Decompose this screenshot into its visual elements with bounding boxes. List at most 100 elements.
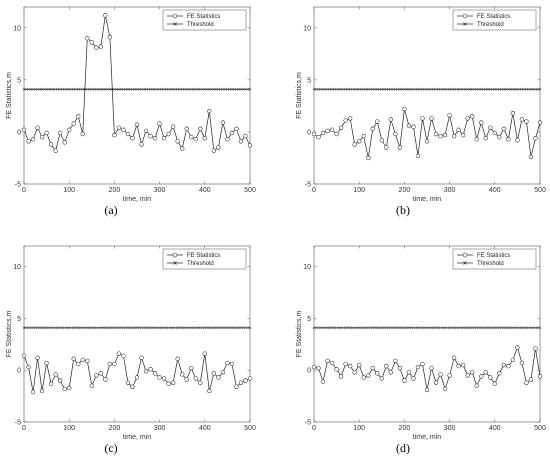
threshold-marker [126,87,130,91]
legend-label-threshold: Threshold [187,261,214,267]
fe-statistics-point [384,363,389,369]
fe-statistics-point [180,146,185,151]
threshold-marker [534,87,537,91]
fe-statistics-point [225,137,230,142]
threshold-marker [330,326,334,330]
threshold-marker [341,87,345,91]
threshold-marker [81,326,85,330]
fe-statistics-point [157,121,162,126]
fe-statistics-point [361,133,366,139]
threshold-marker [38,326,42,330]
fe-statistics-point [39,134,45,140]
y-tick-label: 10 [303,264,311,271]
threshold-marker [371,87,375,91]
threshold-marker [479,326,483,330]
threshold-marker [518,326,522,330]
threshold-marker [509,87,513,91]
threshold-marker [450,326,454,330]
threshold-marker [362,87,366,91]
fe-statistics-point [515,138,520,143]
threshold-marker [167,87,171,91]
threshold-marker [375,87,379,91]
threshold-marker [94,87,98,91]
threshold-marker [22,326,26,330]
threshold-marker [194,326,198,330]
threshold-marker [212,87,216,91]
fe-statistics-point [247,143,253,148]
threshold-marker [509,326,513,330]
threshold-marker [187,326,191,330]
fe-statistics-point [247,376,253,381]
threshold-marker [482,326,485,330]
legend-box [452,9,537,31]
threshold-marker [216,87,220,91]
legend: FE Statistics Threshold [452,9,537,31]
fe-statistics-point [89,383,94,388]
fe-statistics-point [442,386,448,392]
threshold-marker [364,326,368,330]
threshold-marker [90,87,94,91]
threshold-marker [101,87,105,91]
x-tick-label: 500 [244,187,256,194]
threshold-marker [371,326,375,330]
fe-statistics-point [98,371,104,376]
threshold-marker [423,87,427,91]
fe-statistics-point [26,139,31,144]
threshold-marker [248,326,252,330]
threshold-marker [414,87,418,91]
fe-statistics-point [139,142,144,147]
threshold-marker [54,87,58,91]
fe-statistics-point [148,367,153,372]
threshold-marker [350,326,354,330]
threshold-marker [348,87,352,91]
threshold-marker [99,326,103,330]
x-axis-label: time, min [123,434,152,441]
fe-statistics-point [433,131,439,137]
threshold-marker [153,87,157,91]
threshold-marker [40,326,44,330]
threshold-marker [470,326,474,330]
threshold-marker [398,87,402,91]
fe-statistics-point [234,126,239,131]
fe-statistics-point [343,361,348,367]
fe-statistics-point [424,139,430,144]
threshold-marker [479,87,483,91]
threshold-marker [33,87,37,91]
fe-statistics-point [460,362,466,368]
threshold-marker [42,326,46,330]
threshold-marker [393,326,397,330]
threshold-marker [317,326,320,330]
threshold-marker [504,87,508,91]
threshold-marker [187,87,191,91]
y-axis-label: FE Statistics,m [296,311,303,358]
threshold-marker [391,326,395,330]
x-tick-label: 0 [312,425,316,432]
threshold-marker [502,87,506,91]
y-tick-label: 0 [17,368,21,375]
threshold-marker [330,87,334,91]
threshold-marker [167,326,171,330]
threshold-marker [234,326,238,330]
fe-statistics-point [393,131,398,137]
threshold-marker [441,87,445,91]
fe-statistics-point [80,357,85,363]
fe-statistics-point [357,362,362,368]
threshold-marker [205,326,209,330]
threshold-marker [482,87,485,91]
fe-statistics-point [170,380,176,385]
threshold-marker [135,326,139,330]
threshold-marker [500,326,504,330]
threshold-marker [387,326,391,330]
threshold-marker [173,87,177,91]
threshold-marker [85,87,89,91]
threshold-marker [162,326,166,330]
fe-statistics-point [474,383,479,388]
threshold-marker [515,326,519,330]
fe-statistics-point [139,355,144,360]
threshold-marker [463,326,467,330]
fe-statistics-point [479,120,484,125]
threshold-marker [183,326,186,330]
threshold-marker [402,326,406,330]
fe-statistics-point [311,131,317,137]
legend-label-fe: FE Statistics [187,14,220,20]
